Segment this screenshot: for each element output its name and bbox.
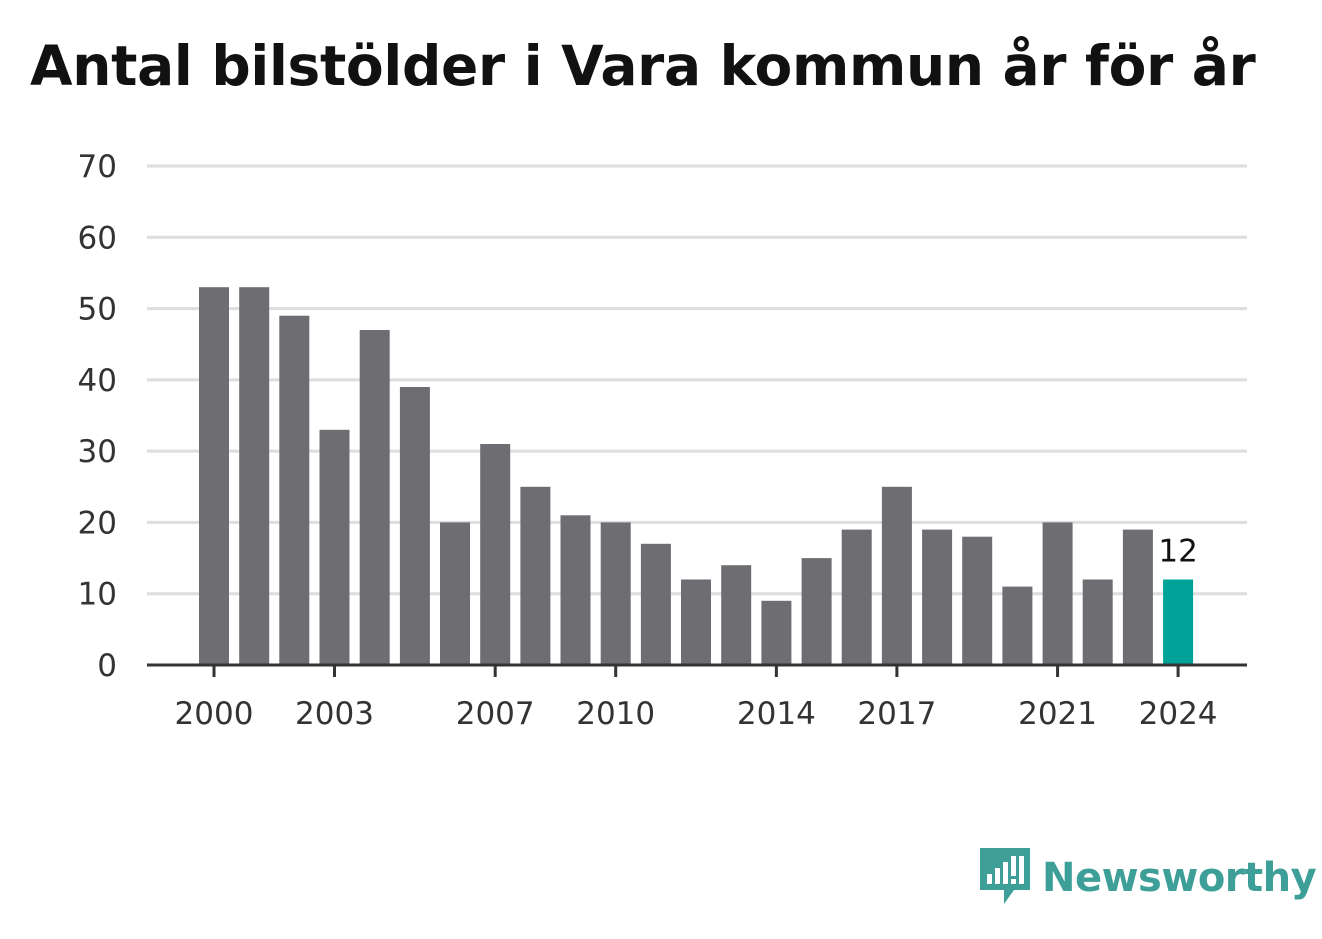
bar-2005 [399, 387, 430, 665]
bar-2023 [1122, 529, 1153, 665]
y-axis: 0 10 20 30 40 50 60 70 [78, 149, 117, 684]
bar-2022 [1082, 579, 1113, 665]
y-tick-label: 30 [78, 434, 117, 470]
x-tick-label: 2024 [1139, 696, 1218, 732]
bar-2021 [1042, 522, 1073, 665]
bar-2007 [480, 444, 511, 665]
y-tick-label: 10 [78, 577, 117, 613]
y-tick-label: 50 [78, 292, 117, 328]
y-tick-label: 60 [78, 220, 117, 256]
bar-2008 [520, 486, 551, 665]
bar-chart: 0 10 20 30 40 50 60 70 2000 2003 2007 2010 2014 2017… [78, 149, 1247, 732]
bar-2004 [359, 330, 390, 665]
x-tick-label: 2007 [456, 696, 535, 732]
x-tick-label: 2017 [857, 696, 936, 732]
bar-2012 [681, 579, 711, 665]
bar-2003 [319, 429, 350, 665]
y-tick-label: 20 [78, 505, 117, 541]
bars [199, 287, 1194, 665]
bar-2010 [600, 522, 631, 665]
y-tick-label: 70 [78, 149, 117, 185]
data-label-2024: 12 [1158, 533, 1197, 569]
x-tick-label: 2003 [295, 696, 374, 732]
bar-2013 [721, 565, 752, 665]
newsworthy-logo: Newsworthy [980, 848, 1317, 908]
bar-2009 [560, 515, 591, 665]
bar-2016 [841, 529, 872, 665]
grid-lines [147, 164, 1247, 596]
chart-title: Antal bilstölder i Vara kommun år för år [30, 34, 1256, 98]
bar-2014 [761, 600, 792, 665]
bar-2011 [640, 543, 671, 665]
brand-name: Newsworthy [1042, 855, 1317, 901]
x-axis: 2000 2003 2007 2010 2014 2017 2021 2024 [147, 663, 1247, 732]
bar-2019 [962, 536, 993, 665]
data-labels: 12 [1158, 533, 1197, 569]
bar-2002 [279, 315, 310, 665]
y-tick-label: 40 [78, 363, 117, 399]
bar-2024 [1163, 579, 1194, 665]
bar-2001 [239, 287, 270, 665]
x-tick-label: 2014 [737, 696, 816, 732]
bar-2017 [881, 486, 912, 665]
x-tick-label: 2000 [175, 696, 254, 732]
bar-2006 [440, 522, 470, 665]
x-tick-label: 2010 [576, 696, 655, 732]
bar-2015 [801, 558, 832, 665]
bar-2018 [922, 529, 953, 665]
bar-2000 [199, 287, 229, 665]
bar-2020 [1002, 586, 1033, 665]
newsworthy-logo-icon [980, 848, 1030, 904]
x-tick-label: 2021 [1018, 696, 1097, 732]
y-tick-label: 0 [97, 648, 117, 684]
